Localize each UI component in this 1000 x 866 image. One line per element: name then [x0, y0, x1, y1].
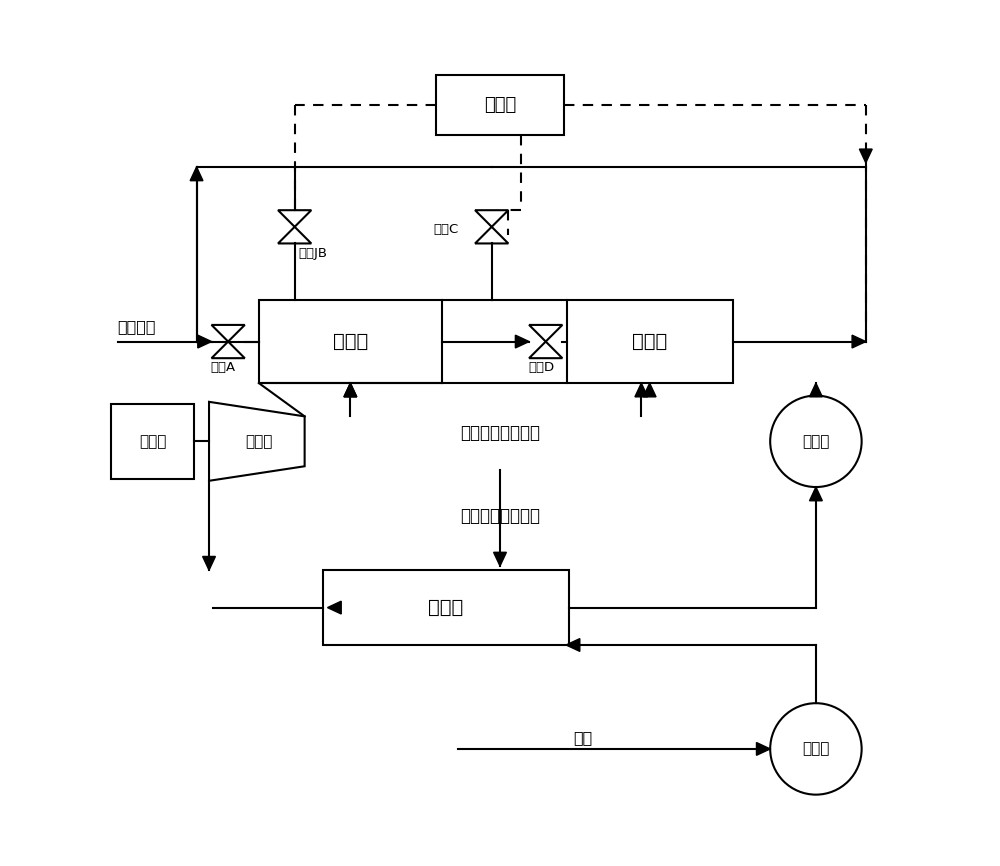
- Polygon shape: [515, 335, 529, 348]
- Polygon shape: [643, 383, 656, 397]
- Bar: [259, 300, 442, 383]
- Polygon shape: [344, 383, 357, 397]
- Text: 阀门JB: 阀门JB: [299, 247, 328, 260]
- Text: 阀门C: 阀门C: [433, 223, 459, 236]
- Text: 预热器: 预热器: [632, 332, 667, 351]
- Text: 冷水: 冷水: [574, 730, 593, 745]
- Bar: [323, 570, 569, 645]
- Text: 工质泵: 工质泵: [802, 434, 830, 449]
- Polygon shape: [810, 383, 822, 397]
- Polygon shape: [566, 638, 580, 651]
- Polygon shape: [635, 383, 648, 397]
- Text: 有机物被加热蒸发: 有机物被加热蒸发: [460, 424, 540, 442]
- Text: 膨胀机: 膨胀机: [245, 434, 273, 449]
- Polygon shape: [810, 487, 822, 501]
- Polygon shape: [198, 335, 212, 348]
- Bar: [111, 404, 194, 479]
- Polygon shape: [756, 742, 770, 755]
- Text: 冷凝器: 冷凝器: [428, 598, 464, 617]
- Text: 冷水泵: 冷水泵: [802, 741, 830, 756]
- Polygon shape: [344, 383, 357, 397]
- Text: 工艺热水: 工艺热水: [118, 319, 156, 334]
- Text: 蒸发器: 蒸发器: [333, 332, 368, 351]
- Bar: [436, 74, 564, 134]
- Bar: [567, 300, 733, 383]
- Text: 阀门A: 阀门A: [211, 360, 236, 373]
- Text: 控制柜: 控制柜: [484, 95, 516, 113]
- Polygon shape: [494, 553, 506, 566]
- Polygon shape: [190, 167, 203, 181]
- Text: 阀门D: 阀门D: [528, 360, 554, 373]
- Polygon shape: [852, 335, 866, 348]
- Polygon shape: [859, 149, 872, 163]
- Polygon shape: [327, 601, 341, 614]
- Text: 发电机: 发电机: [139, 434, 166, 449]
- Text: 有机物被冷却凝结: 有机物被冷却凝结: [460, 507, 540, 525]
- Polygon shape: [203, 557, 215, 570]
